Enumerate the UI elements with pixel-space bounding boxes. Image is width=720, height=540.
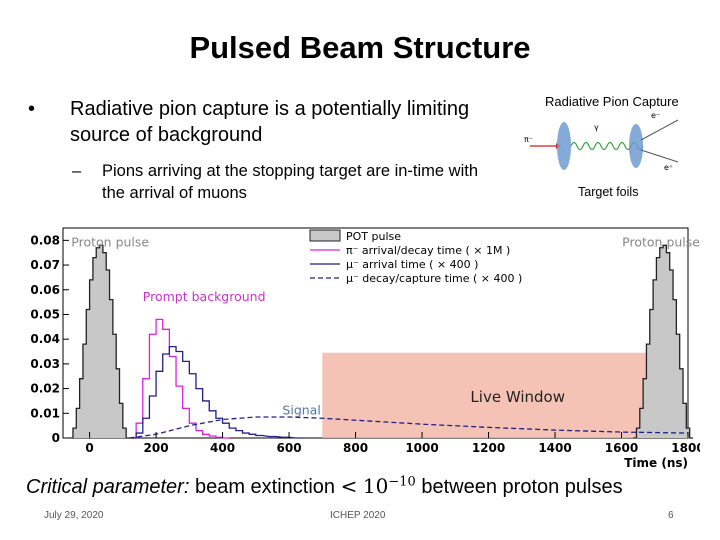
y-tick-label-7: 0.07 xyxy=(30,258,60,272)
x-tick-label-8: 1600 xyxy=(605,441,638,455)
x-tick-label-1: 200 xyxy=(144,441,169,455)
electron-label: e⁻ xyxy=(651,111,660,120)
beam-timing-chart: Live Window Proton pulse Proton pulse Promp… xyxy=(20,218,705,470)
critical-suffix: between proton pulses xyxy=(415,476,623,498)
annotation-0: Proton pulse xyxy=(71,235,149,250)
inset-title: Radiative Pion Capture xyxy=(545,94,679,109)
x-tick-label-2: 400 xyxy=(210,441,235,455)
sub-bullet-text: Pions arriving at the stopping target ar… xyxy=(102,162,479,202)
legend-label-2: μ⁻ arrival time ( × 400 ) xyxy=(346,258,478,271)
footer-page-number: 6 xyxy=(668,510,674,521)
series-3-path xyxy=(129,345,303,439)
critical-exponent: −10 xyxy=(388,474,416,490)
series-0-path xyxy=(69,244,130,439)
y-tick-label-0: 0 xyxy=(52,431,60,445)
y-tick-label-3: 0.03 xyxy=(30,357,60,371)
y-tick-label-1: 0.01 xyxy=(30,406,60,420)
critical-lt: < xyxy=(340,474,358,498)
target-foil-right xyxy=(629,124,643,168)
positron-label: e⁺ xyxy=(664,163,673,172)
gamma-label: γ xyxy=(594,123,599,132)
pion-label: π⁻ xyxy=(524,135,533,144)
footer-conference: ICHEP 2020 xyxy=(330,510,386,521)
critical-middle: beam extinction xyxy=(189,476,341,498)
x-tick-label-6: 1200 xyxy=(472,441,505,455)
radiative-pion-capture-inset: π⁻ γ e⁻ e⁺ Radiative Pion Capture Target… xyxy=(508,88,708,208)
x-axis-label: Time (ns) xyxy=(624,456,688,470)
legend-swatch-0 xyxy=(309,229,341,242)
x-tick-label-0: 0 xyxy=(85,441,93,455)
bullet-text: Radiative pion capture is a potentially … xyxy=(70,98,470,146)
y-tick-label-4: 0.04 xyxy=(30,332,60,346)
critical-prefix: Critical parameter: xyxy=(26,476,190,498)
critical-base: 10 xyxy=(362,474,389,498)
x-tick-label-9: 1800 xyxy=(671,441,700,455)
slide-title: Pulsed Beam Structure xyxy=(189,30,531,65)
y-tick-label-2: 0.02 xyxy=(30,382,60,396)
y-tick-label-8: 0.08 xyxy=(30,233,60,247)
annotation-2: Prompt background xyxy=(143,289,266,304)
critical-parameter-line: Critical parameter: beam extinction < 10… xyxy=(26,474,623,499)
chart-svg: Live Window Proton pulse Proton pulse Promp… xyxy=(30,227,705,470)
legend-label-0: POT pulse xyxy=(346,230,401,243)
annotation-3: Signal xyxy=(282,403,320,418)
series-1-path xyxy=(633,244,693,439)
legend-label-1: π⁻ arrival/decay time ( × 1M ) xyxy=(346,244,510,257)
live-window-label: Live Window xyxy=(470,388,565,406)
x-tick-label-7: 1400 xyxy=(538,441,571,455)
series-4-path xyxy=(129,416,689,439)
target-foil-left xyxy=(557,122,571,170)
annotation-1: Proton pulse xyxy=(622,235,700,250)
legend-label-3: μ⁻ decay/capture time ( × 400 ) xyxy=(346,272,522,285)
sub-bullet-marker: – xyxy=(72,162,82,180)
footer-date: July 29, 2020 xyxy=(44,510,104,521)
live-window-band xyxy=(322,352,654,438)
inset-diagram: π⁻ γ e⁻ e⁺ xyxy=(524,111,679,172)
y-tick-label-5: 0.05 xyxy=(30,307,60,321)
y-tick-label-6: 0.06 xyxy=(30,283,60,297)
series-2-path xyxy=(129,318,230,439)
bullet-marker: • xyxy=(28,98,36,120)
inset-footer: Target foils xyxy=(578,185,639,199)
x-tick-label-5: 1000 xyxy=(405,441,438,455)
x-tick-label-4: 800 xyxy=(343,441,368,455)
x-tick-label-3: 600 xyxy=(277,441,302,455)
positron-track xyxy=(640,149,679,163)
electron-track xyxy=(640,119,679,141)
